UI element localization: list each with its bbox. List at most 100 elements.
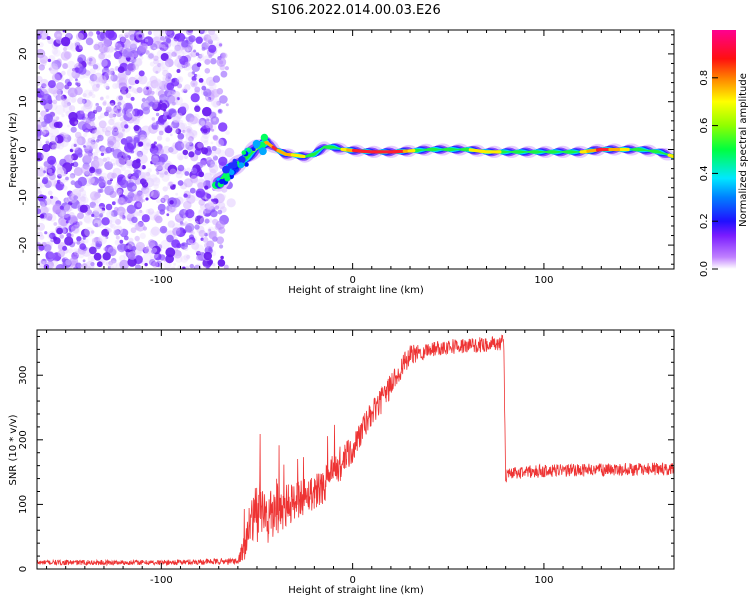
heatmap-noise-cell [188, 136, 194, 142]
heatmap-noise-cell [206, 118, 210, 122]
heatmap-noise-cell [158, 43, 163, 48]
heatmap-ridge-layer [210, 133, 674, 192]
heatmap-noise-cell [198, 199, 205, 206]
heatmap-noise-cell [160, 198, 164, 203]
heatmap-noise-cell [48, 132, 54, 138]
heatmap-noise-cell [194, 244, 205, 254]
heatmap-noise-cell [138, 70, 145, 77]
heatmap-noise-cell [107, 228, 112, 233]
heatmap-noise-cell [173, 249, 182, 259]
heatmap-noise-cell [133, 124, 140, 132]
heatmap-noise-cell [215, 138, 225, 147]
heatmap-noise-cell [165, 254, 175, 264]
heatmap-noise-cell [75, 39, 80, 45]
heatmap-noise-cell [109, 265, 115, 269]
heatmap-noise-cell [205, 202, 214, 211]
heatmap-noise-cell [138, 171, 146, 179]
heatmap-noise-cell [47, 87, 53, 94]
heatmap-noise-cell [182, 129, 186, 133]
heatmap-noise-cell [153, 141, 157, 145]
heatmap-noise-cell [130, 96, 135, 101]
heatmap-noise-cell [131, 87, 138, 94]
heatmap-noise-cell [134, 235, 140, 242]
heatmap-noise-cell [159, 94, 167, 102]
heatmap-noise-cell [69, 148, 74, 153]
heatmap-noise-cell [209, 82, 217, 90]
heatmap-noise-cell [203, 34, 212, 43]
heatmap-noise-cell [82, 236, 86, 240]
heatmap-noise-cell [193, 73, 198, 78]
heatmap-noise-cell [62, 258, 72, 268]
heatmap-noise-cell [161, 173, 170, 182]
heatmap-noise-cell [171, 51, 177, 57]
heatmap-noise-cell [160, 239, 170, 250]
heatmap-noise-cell [51, 48, 59, 55]
heatmap-noise-cell [150, 43, 158, 51]
heatmap-noise-cell [177, 133, 185, 140]
heatmap-noise-cell [67, 81, 72, 87]
heatmap-noise-cell [118, 82, 128, 91]
heatmap-noise-cell [199, 53, 205, 58]
heatmap-noise-cell [94, 157, 104, 167]
heatmap-peak-cell [412, 149, 416, 153]
heatmap-noise-cell [37, 88, 43, 95]
heatmap-noise-cell [211, 128, 215, 132]
heatmap-noise-cell [104, 111, 109, 117]
heatmap-noise-cell [157, 124, 166, 133]
heatmap-noise-cell [55, 116, 60, 121]
heatmap-noise-cell [112, 106, 118, 112]
heatmap-noise-cell [191, 130, 198, 136]
heatmap-noise-cell [117, 244, 123, 250]
heatmap-noise-cell [73, 41, 79, 46]
heatmap-noise-cell [40, 78, 49, 88]
heatmap-onset-cell [260, 133, 269, 142]
heatmap-noise-cell [223, 264, 229, 269]
heatmap-noise-cell [88, 172, 93, 177]
heatmap-noise-cell [218, 156, 228, 166]
heatmap-noise-cell [217, 149, 227, 159]
heatmap-noise-cell [108, 118, 115, 126]
heatmap-noise-cell [63, 132, 69, 138]
heatmap-noise-cell [95, 147, 101, 153]
heatmap-noise-cell [168, 208, 172, 212]
heatmap-noise-cell [92, 64, 99, 70]
heatmap-noise-cell [145, 89, 152, 96]
heatmap-noise-cell [43, 113, 53, 124]
heatmap-noise-cell [105, 95, 110, 99]
heatmap-noise-cell [212, 75, 221, 83]
heatmap-noise-cell [75, 78, 78, 82]
heatmap-noise-cell [119, 239, 124, 244]
heatmap-noise-cell [149, 174, 158, 183]
heatmap-noise-cell [87, 32, 93, 39]
heatmap-noise-cell [48, 67, 52, 71]
heatmap-noise-cell [190, 230, 195, 235]
heatmap-noise-cell [178, 77, 182, 81]
heatmap-onset-cell [238, 156, 246, 164]
heatmap-noise-cell [56, 166, 67, 177]
heatmap-noise-cell [173, 128, 179, 134]
heatmap-noise-cell [83, 214, 93, 224]
heatmap-noise-cell [183, 88, 188, 94]
heatmap-noise-cell [88, 176, 96, 184]
heatmap-noise-cell [137, 51, 141, 55]
heatmap-noise-cell [48, 178, 57, 187]
heatmap-noise-cell [195, 52, 200, 56]
heatmap-noise-cell [149, 75, 158, 84]
heatmap-noise-cell [122, 48, 133, 58]
heatmap-noise-cell [201, 147, 209, 155]
heatmap-noise-cell [73, 167, 83, 176]
heatmap-noise-cell [147, 168, 152, 173]
snr-series-line [37, 334, 674, 567]
heatmap-noise-cell [60, 77, 65, 82]
heatmap-noise-cell [212, 263, 216, 267]
heatmap-noise-cell [100, 152, 105, 156]
heatmap-noise-cell [220, 255, 224, 260]
heatmap-noise-cell [44, 231, 48, 235]
heatmap-noise-cell [117, 101, 122, 106]
heatmap-noise-cell [143, 101, 149, 107]
heatmap-noise-cell [175, 255, 183, 263]
heatmap-noise-cell [205, 157, 213, 164]
heatmap-noise-cell [158, 130, 164, 136]
heatmap-noise-cell [164, 125, 173, 134]
